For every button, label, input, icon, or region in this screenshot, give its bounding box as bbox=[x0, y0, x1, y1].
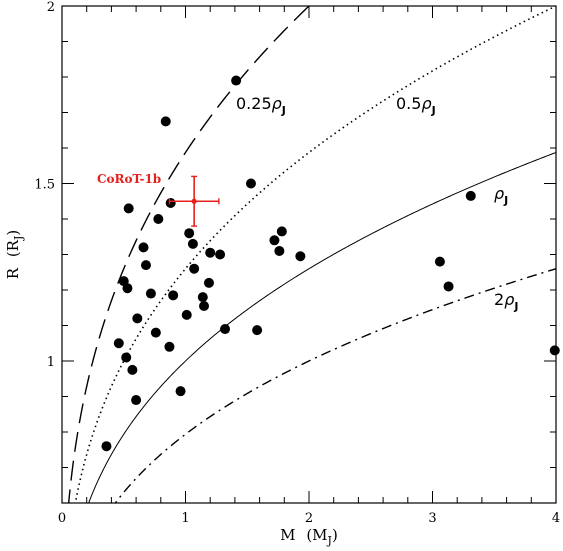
planet-point-33 bbox=[274, 245, 285, 256]
planet-point-27 bbox=[215, 249, 226, 260]
planet-point-38 bbox=[465, 190, 476, 201]
planet-point-11 bbox=[145, 288, 156, 299]
x-tick-label: 0 bbox=[58, 511, 66, 526]
density-curve-3 bbox=[114, 268, 556, 503]
planet-point-28 bbox=[220, 324, 231, 335]
planet-point-7 bbox=[131, 395, 142, 406]
planet-point-9 bbox=[138, 242, 149, 253]
density-curve-label-prefix: 0.25 bbox=[236, 94, 272, 113]
x-tick-label: 2 bbox=[305, 511, 313, 526]
x-tick-label: 4 bbox=[552, 511, 560, 526]
x-axis-unit: M bbox=[312, 526, 327, 544]
density-curve-label-sub: J bbox=[513, 300, 518, 313]
planet-point-22 bbox=[189, 263, 200, 274]
planet-point-4 bbox=[122, 283, 133, 294]
planet-points bbox=[101, 75, 560, 452]
density-curve-label-0: 0.25ρJ bbox=[236, 94, 286, 117]
planet-point-30 bbox=[245, 178, 256, 189]
planet-point-21 bbox=[187, 238, 198, 249]
highlight-point bbox=[191, 198, 197, 204]
density-curves bbox=[67, 6, 556, 503]
planet-point-23 bbox=[197, 292, 208, 303]
planet-point-34 bbox=[276, 226, 287, 237]
x-axis-title: M (MJ) bbox=[280, 526, 338, 547]
planet-point-26 bbox=[205, 247, 216, 258]
density-curve-label-symbol: ρ bbox=[494, 184, 504, 203]
x-axis-unit-sub: J bbox=[327, 534, 332, 547]
planet-point-19 bbox=[181, 309, 192, 320]
y-tick-label: 2 bbox=[47, 0, 55, 15]
planet-point-13 bbox=[153, 214, 164, 224]
planet-point-8 bbox=[132, 313, 143, 324]
density-curve-label-symbol: ρ bbox=[421, 94, 431, 113]
planet-point-24 bbox=[199, 300, 210, 311]
density-curve-label-2: ρJ bbox=[494, 184, 508, 207]
planet-point-32 bbox=[269, 235, 280, 246]
planet-point-35 bbox=[295, 251, 306, 262]
density-curve-label-1: 0.5ρJ bbox=[396, 94, 436, 117]
x-tick-label: 3 bbox=[428, 511, 436, 526]
y-tick-label: 1.5 bbox=[34, 178, 55, 193]
planet-point-12 bbox=[150, 327, 161, 338]
planet-point-37 bbox=[443, 281, 454, 292]
y-tick-label: 1 bbox=[47, 355, 55, 370]
planet-point-29 bbox=[231, 75, 242, 86]
highlight-planet: CoRoT-1b bbox=[97, 172, 220, 227]
planet-point-20 bbox=[184, 228, 195, 239]
axis-tick-labels: 0 1 2 3 4 1 1.5 2 bbox=[34, 0, 560, 526]
density-curve-1 bbox=[74, 6, 556, 503]
planet-point-18 bbox=[175, 386, 186, 397]
planet-point-10 bbox=[140, 260, 151, 271]
density-curve-label-prefix: 0.5 bbox=[396, 94, 421, 113]
density-curve-label-3: 2ρJ bbox=[494, 290, 518, 313]
y-axis-symbol: R bbox=[4, 267, 22, 279]
planet-point-16 bbox=[165, 198, 176, 209]
planet-point-39 bbox=[549, 345, 560, 356]
planet-point-5 bbox=[123, 203, 134, 214]
density-curve-0 bbox=[67, 6, 311, 503]
planet-point-3 bbox=[121, 352, 132, 363]
x-tick-label: 1 bbox=[181, 511, 189, 526]
density-curve-label-sub: J bbox=[281, 104, 286, 117]
planet-point-1 bbox=[113, 338, 124, 349]
y-axis-unit: R bbox=[4, 239, 22, 251]
density-curve-2 bbox=[88, 152, 556, 503]
highlight-label: CoRoT-1b bbox=[97, 172, 161, 186]
density-curve-label-symbol: ρ bbox=[504, 290, 514, 309]
density-curve-label-prefix: 2 bbox=[494, 290, 504, 309]
y-axis-unit-sub: J bbox=[12, 236, 25, 241]
planet-point-31 bbox=[252, 325, 263, 336]
density-curve-label-symbol: ρ bbox=[272, 94, 282, 113]
planet-point-6 bbox=[127, 364, 138, 375]
y-axis-title: R (RJ) bbox=[4, 230, 25, 280]
density-curve-label-sub: J bbox=[503, 194, 508, 207]
x-axis-symbol: M bbox=[280, 526, 295, 544]
planet-point-17 bbox=[168, 290, 179, 301]
planet-point-0 bbox=[101, 441, 112, 452]
planet-point-25 bbox=[203, 277, 214, 288]
planet-point-15 bbox=[164, 341, 175, 352]
plot-frame bbox=[61, 5, 557, 504]
planet-point-36 bbox=[434, 256, 445, 267]
density-curve-label-sub: J bbox=[431, 104, 436, 117]
planet-point-14 bbox=[160, 116, 171, 127]
axis-ticks bbox=[61, 5, 557, 504]
